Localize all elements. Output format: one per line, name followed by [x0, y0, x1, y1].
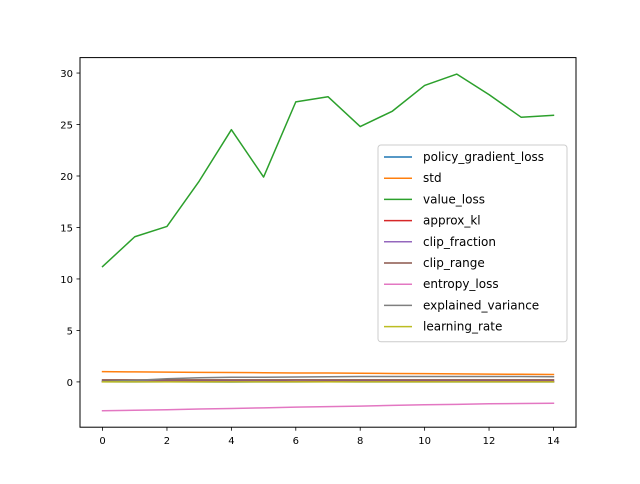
legend-label-approx-kl: approx_kl — [423, 214, 481, 228]
legend-label-explained-variance: explained_variance — [423, 298, 539, 312]
y-tick-label: 25 — [60, 121, 73, 132]
legend-label-std: std — [423, 171, 442, 185]
legend-label-clip-fraction: clip_fraction — [423, 235, 496, 249]
y-tick-label: 30 — [60, 69, 73, 80]
legend-label-policy-gradient-loss: policy_gradient_loss — [423, 150, 544, 164]
x-tick-label: 14 — [547, 436, 560, 447]
legend-label-clip-range: clip_range — [423, 256, 485, 270]
x-tick-label: 2 — [164, 436, 170, 447]
x-tick-label: 0 — [99, 436, 105, 447]
x-tick-label: 12 — [483, 436, 496, 447]
legend-label-entropy-loss: entropy_loss — [423, 277, 499, 291]
x-tick-label: 4 — [228, 436, 234, 447]
x-tick-label: 6 — [293, 436, 299, 447]
legend-label-value-loss: value_loss — [423, 192, 485, 206]
x-tick-label: 8 — [357, 436, 363, 447]
x-tick-label: 10 — [418, 436, 431, 447]
legend-label-learning-rate: learning_rate — [423, 320, 502, 334]
y-tick-label: 5 — [67, 326, 73, 337]
y-tick-label: 15 — [60, 223, 73, 234]
y-tick-label: 20 — [60, 172, 73, 183]
y-tick-label: 0 — [67, 378, 73, 389]
y-tick-label: 10 — [60, 275, 73, 286]
